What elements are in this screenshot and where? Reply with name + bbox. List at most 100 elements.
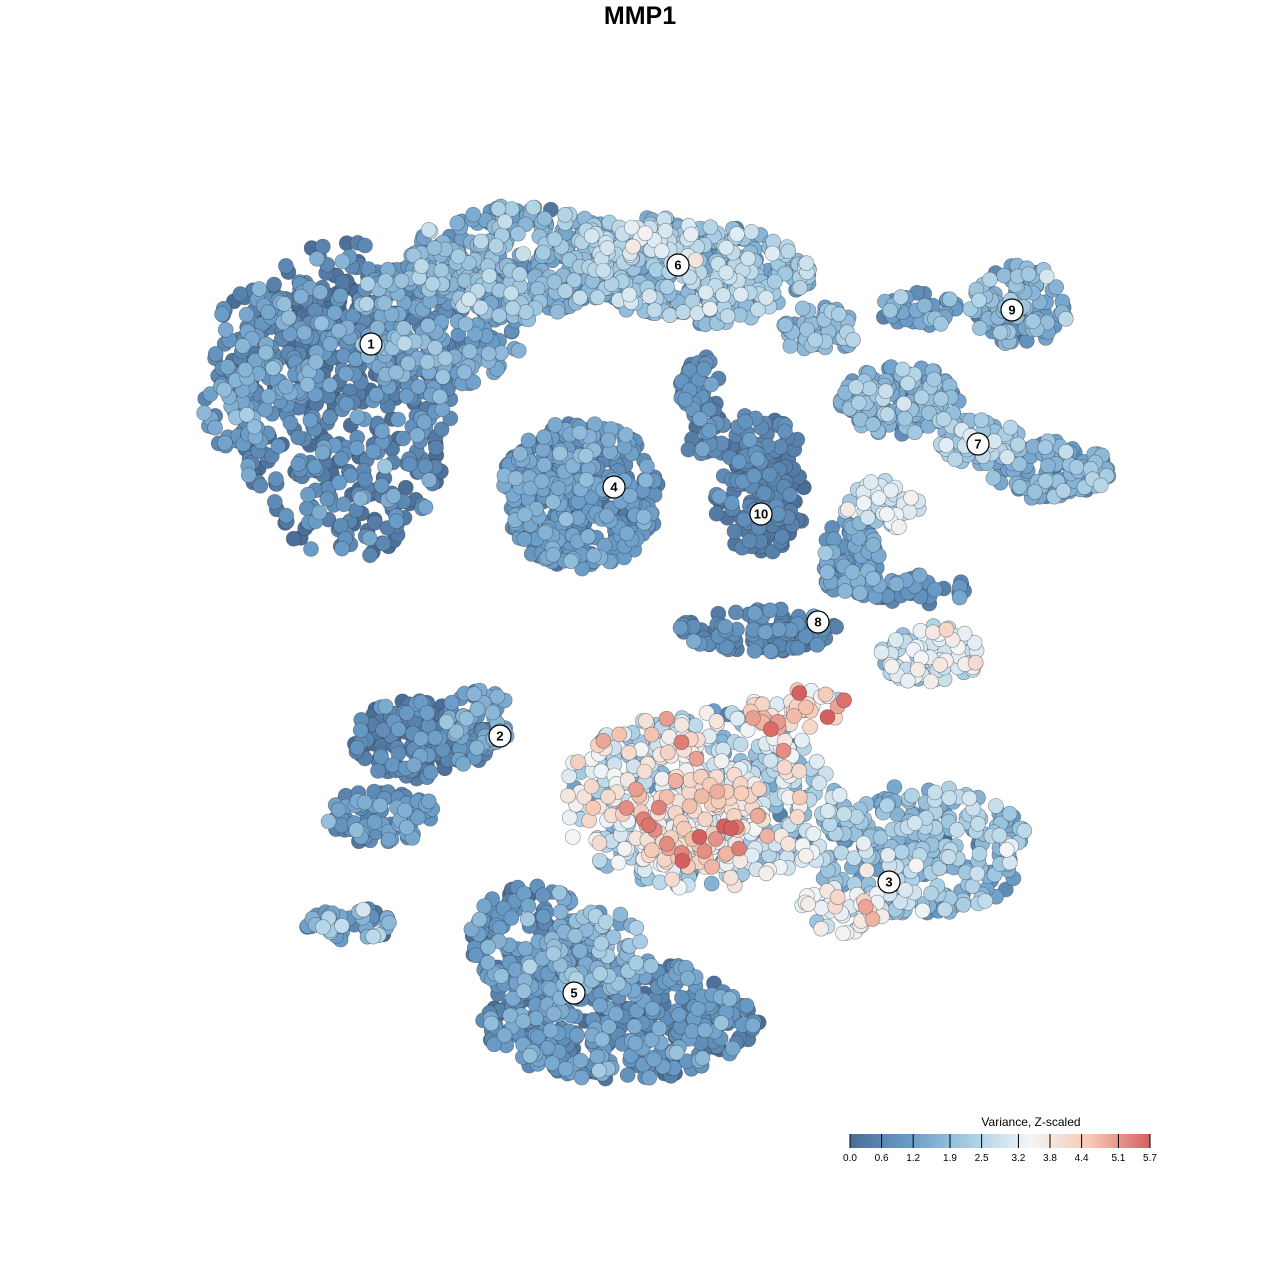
- data-point: [424, 275, 441, 292]
- data-point: [448, 723, 465, 740]
- data-point: [322, 377, 338, 393]
- data-point: [937, 901, 953, 918]
- data-point: [557, 283, 574, 299]
- data-point: [865, 537, 882, 553]
- data-point: [450, 248, 467, 265]
- data-point: [848, 379, 864, 395]
- data-point: [971, 845, 988, 862]
- data-point: [914, 902, 931, 919]
- data-point: [251, 281, 268, 297]
- data-point: [594, 1031, 611, 1048]
- data-point: [969, 865, 986, 882]
- data-point: [373, 749, 389, 765]
- data-point: [334, 540, 350, 557]
- data-point: [585, 547, 602, 564]
- data-point: [1048, 279, 1064, 295]
- data-point: [290, 456, 307, 472]
- data-point: [599, 507, 615, 524]
- data-point: [417, 458, 434, 475]
- data-point: [638, 713, 654, 729]
- data-point: [266, 276, 282, 293]
- data-point: [551, 884, 568, 901]
- data-point: [321, 409, 338, 426]
- data-point: [737, 413, 754, 430]
- data-point: [486, 1036, 502, 1053]
- data-point: [923, 885, 939, 902]
- data-point: [214, 306, 230, 322]
- data-point: [674, 989, 690, 1006]
- data-point: [398, 705, 415, 721]
- data-point: [628, 955, 645, 971]
- data-point: [238, 306, 255, 323]
- data-point: [794, 300, 811, 317]
- data-point: [396, 335, 413, 352]
- data-point: [1039, 268, 1055, 285]
- data-point: [855, 835, 872, 852]
- data-point: [545, 1005, 562, 1022]
- data-point: [361, 530, 378, 547]
- data-point: [535, 244, 552, 261]
- data-point: [427, 339, 444, 356]
- data-point: [511, 266, 528, 283]
- data-point: [232, 286, 249, 302]
- data-point: [278, 258, 294, 274]
- data-point: [515, 983, 532, 1000]
- data-point: [560, 787, 576, 804]
- data-point: [420, 793, 437, 810]
- data-point: [949, 822, 965, 838]
- data-point: [461, 343, 478, 360]
- data-point: [282, 415, 299, 431]
- data-point: [593, 763, 610, 780]
- data-point: [726, 523, 743, 540]
- data-point: [592, 997, 608, 1014]
- data-point: [794, 732, 810, 749]
- data-point: [473, 233, 489, 250]
- data-point: [713, 753, 730, 769]
- data-point: [515, 246, 531, 262]
- data-point: [894, 361, 911, 378]
- data-point: [545, 494, 561, 510]
- data-point: [1025, 313, 1041, 329]
- data-point: [901, 504, 918, 520]
- data-point: [1002, 419, 1019, 436]
- data-point: [1058, 443, 1074, 460]
- data-point: [488, 238, 505, 254]
- data-point: [893, 289, 909, 305]
- data-point: [557, 207, 573, 223]
- data-point: [268, 471, 284, 487]
- data-point: [897, 410, 913, 427]
- data-point: [276, 296, 292, 312]
- data-point: [517, 940, 534, 957]
- data-point: [879, 797, 895, 814]
- data-point: [466, 686, 483, 702]
- data-point: [476, 898, 493, 915]
- data-point: [616, 840, 633, 857]
- data-point: [393, 272, 410, 289]
- data-point: [591, 1062, 607, 1079]
- data-point: [589, 1048, 606, 1065]
- data-point: [883, 658, 900, 675]
- data-point: [893, 843, 910, 860]
- data-point: [840, 501, 856, 518]
- data-point: [460, 291, 477, 308]
- data-point: [622, 487, 638, 504]
- data-point: [641, 1069, 658, 1086]
- data-point: [409, 427, 426, 444]
- data-point: [741, 432, 758, 448]
- data-point: [637, 472, 654, 489]
- data-point: [270, 438, 287, 455]
- data-point: [290, 429, 307, 446]
- data-point: [643, 958, 659, 974]
- data-point: [880, 847, 896, 863]
- data-point: [1020, 266, 1037, 283]
- data-point: [362, 547, 378, 564]
- data-point: [637, 225, 654, 242]
- data-point: [510, 225, 526, 242]
- data-point: [999, 449, 1016, 466]
- data-point: [480, 345, 497, 362]
- data-point: [698, 284, 714, 301]
- data-point: [522, 1047, 538, 1064]
- data-point: [334, 917, 350, 934]
- data-point: [830, 306, 847, 323]
- data-point: [352, 722, 369, 739]
